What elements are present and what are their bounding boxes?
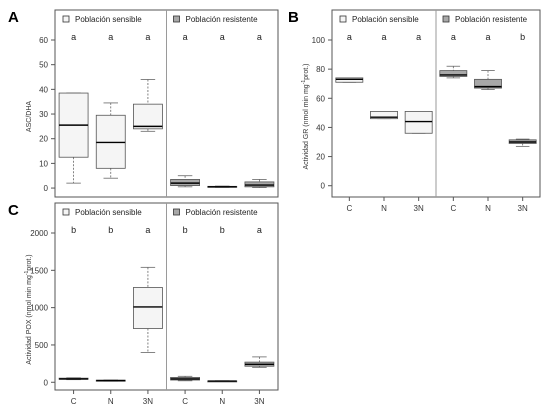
panel-c-boxplot: 0 500 1000 1500 2000 Actividad POX (nmol min … <box>24 202 279 406</box>
significance-letter: a <box>108 32 113 42</box>
y-axis-label: Actividad POX (nmol min mg-1prot.) <box>24 254 33 364</box>
y-tick-label: 0 <box>321 182 326 191</box>
box <box>404 111 433 134</box>
y-tick-label: 40 <box>316 123 325 132</box>
y-tick-label: 0 <box>44 184 49 193</box>
significance-letter: a <box>347 32 352 42</box>
y-tick-label: 1500 <box>30 266 48 275</box>
legend-label-resistente: Población resistente <box>186 15 259 24</box>
legend-label-sensible: Población sensible <box>352 15 419 24</box>
x-tick-label: 3N <box>254 397 264 406</box>
panel-letter-b: B <box>288 9 299 26</box>
panel-letter-a: A <box>8 9 19 26</box>
legend-label-resistente: Población resistente <box>455 15 528 24</box>
significance-letter: a <box>416 32 421 42</box>
significance-letter: a <box>257 225 262 235</box>
y-tick-label: 80 <box>316 65 325 74</box>
y-axis-label: Actividad GR (nmol min mg-1prot.) <box>301 64 310 170</box>
legend-label-resistente: Población resistente <box>186 208 259 217</box>
x-tick-label: N <box>381 204 387 213</box>
y-axis-label-main: Actividad GR (nmol min mg <box>303 84 310 169</box>
legend-swatch-resistente <box>173 208 180 216</box>
panel-b-boxplot: 0 20 40 60 80 100 Actividad GR (nmol min mg-1p… <box>301 9 541 213</box>
y-tick-label: 10 <box>39 159 48 168</box>
significance-letter: a <box>485 32 490 42</box>
significance-letter: a <box>257 32 262 42</box>
y-axis-label-tail: prot.) <box>303 64 310 80</box>
y-tick-label: 20 <box>39 135 48 144</box>
significance-letter: b <box>220 225 225 235</box>
legend-swatch-sensible <box>62 15 70 23</box>
y-tick-label: 60 <box>316 94 325 103</box>
y-tick-label: 2000 <box>30 229 48 238</box>
y-axis-label-main: Actividad POX (nmol min mg <box>26 275 33 365</box>
significance-letter: a <box>145 32 150 42</box>
legend-label-sensible: Población sensible <box>75 15 142 24</box>
x-tick-label: N <box>485 204 491 213</box>
legend-label-sensible: Población sensible <box>75 208 142 217</box>
significance-letter: b <box>520 32 525 42</box>
x-tick-label: N <box>108 397 114 406</box>
box <box>370 111 398 120</box>
box <box>244 181 275 188</box>
x-tick-label: C <box>71 397 77 406</box>
panel-a-boxplot: 0 10 20 30 40 50 60 ASC/DHA Población sensible Po… <box>26 9 279 198</box>
box <box>133 287 163 329</box>
significance-letter: a <box>183 32 188 42</box>
legend-swatch-sensible <box>62 208 70 216</box>
y-axis-label: ASC/DHA <box>26 101 33 132</box>
significance-letter: b <box>108 225 113 235</box>
y-tick-label: 60 <box>39 36 48 45</box>
significance-letter: a <box>145 225 150 235</box>
significance-letter: a <box>451 32 456 42</box>
x-tick-label: C <box>346 204 352 213</box>
y-tick-label: 50 <box>39 61 48 70</box>
y-tick-label: 30 <box>39 110 48 119</box>
box <box>474 78 502 89</box>
significance-letter: a <box>381 32 386 42</box>
significance-letter: a <box>71 32 76 42</box>
y-tick-label: 40 <box>39 85 48 94</box>
legend-swatch-sensible <box>339 15 347 23</box>
legend-swatch-resistente <box>173 15 180 23</box>
y-tick-label: 100 <box>312 36 326 45</box>
significance-letter: b <box>183 225 188 235</box>
panel-letter-c: C <box>8 202 19 219</box>
y-tick-label: 20 <box>316 153 325 162</box>
x-tick-label: C <box>450 204 456 213</box>
box <box>133 103 163 130</box>
box <box>439 70 468 77</box>
x-tick-label: 3N <box>414 204 424 213</box>
y-axis-label-superscript: -1 <box>301 80 307 85</box>
box <box>335 77 364 83</box>
y-axis-label-tail: prot.) <box>26 254 33 270</box>
x-tick-label: C <box>182 397 188 406</box>
significance-letter: a <box>220 32 225 42</box>
y-axis-label-superscript: -1 <box>24 270 30 275</box>
significance-letter: b <box>71 225 76 235</box>
legend-swatch-resistente <box>442 15 450 23</box>
x-tick-label: 3N <box>518 204 528 213</box>
y-tick-label: 500 <box>35 341 49 350</box>
y-tick-label: 1000 <box>30 304 48 313</box>
y-tick-label: 0 <box>44 378 49 387</box>
x-tick-label: 3N <box>143 397 153 406</box>
y-axis-label-main: ASC/DHA <box>26 101 33 132</box>
x-tick-label: N <box>219 397 225 406</box>
